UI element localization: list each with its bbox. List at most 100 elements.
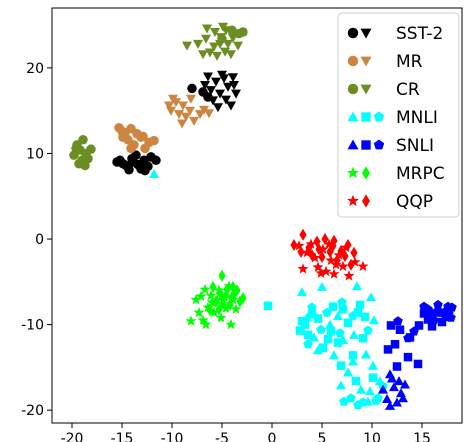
data-point — [414, 360, 423, 369]
data-point — [356, 385, 366, 394]
data-point — [187, 84, 197, 94]
data-point — [349, 351, 358, 360]
data-point — [384, 345, 393, 354]
data-point — [359, 334, 368, 343]
legend-marker — [348, 84, 358, 94]
legend-label: SST-2 — [396, 24, 443, 44]
y-tick-label: 0 — [35, 232, 44, 248]
data-point — [334, 338, 343, 347]
legend-label: MNLI — [396, 108, 438, 128]
data-point — [149, 136, 159, 146]
data-point — [316, 325, 326, 334]
y-tick-label: -10 — [21, 318, 44, 334]
legend-label: QQP — [396, 192, 433, 212]
data-point — [238, 27, 248, 37]
data-point — [217, 34, 227, 44]
y-tick-label: 20 — [26, 61, 44, 77]
legend-label: MR — [396, 52, 423, 72]
data-point — [118, 159, 128, 169]
data-point — [193, 40, 203, 49]
data-point — [298, 263, 309, 273]
data-point — [299, 229, 306, 241]
data-point — [140, 144, 150, 154]
data-point — [71, 144, 81, 154]
data-point — [352, 281, 362, 290]
y-tick-label: -20 — [21, 403, 44, 419]
data-point — [404, 353, 413, 362]
legend-label: SNLI — [396, 136, 434, 156]
data-point — [198, 50, 208, 59]
data-point — [186, 315, 197, 325]
data-point — [128, 157, 138, 167]
data-point — [146, 152, 156, 162]
data-point — [350, 247, 357, 259]
data-point — [369, 315, 379, 324]
data-point — [201, 35, 211, 44]
data-point — [327, 327, 336, 336]
data-point — [438, 318, 447, 327]
data-point — [264, 302, 273, 311]
data-point — [337, 361, 346, 370]
data-point — [218, 270, 225, 282]
legend-marker — [361, 140, 370, 149]
data-point — [233, 42, 243, 51]
data-point — [363, 326, 373, 335]
data-point — [387, 321, 396, 330]
x-tick-label: -10 — [161, 431, 184, 442]
data-point — [433, 300, 443, 309]
data-point — [301, 320, 310, 329]
data-point — [86, 144, 96, 154]
data-point — [149, 169, 159, 178]
data-point — [361, 350, 371, 359]
data-point — [209, 281, 216, 293]
x-tick-label: -5 — [215, 431, 229, 442]
data-point — [213, 103, 223, 112]
data-point — [336, 380, 346, 389]
data-point — [182, 42, 192, 51]
data-point — [344, 270, 355, 280]
data-point — [126, 144, 136, 154]
data-point — [136, 132, 146, 142]
data-point — [202, 25, 212, 34]
legend: SST-2 MR CR MNLI SNLI MRPC QQP — [338, 13, 459, 217]
x-tick-label: 5 — [318, 431, 327, 442]
data-point — [203, 92, 213, 102]
x-tick-label: -15 — [111, 431, 134, 442]
data-point — [368, 361, 378, 370]
data-point — [117, 126, 127, 136]
data-point — [212, 52, 222, 61]
legend-label: CR — [396, 80, 420, 100]
data-point — [203, 73, 213, 82]
data-point — [366, 292, 376, 301]
data-point — [189, 117, 199, 126]
data-point — [140, 166, 150, 176]
y-tick-label: 10 — [26, 146, 44, 162]
data-point — [227, 25, 237, 34]
x-tick-label: 0 — [268, 431, 277, 442]
data-point — [216, 312, 227, 322]
legend-marker — [348, 28, 358, 38]
data-point — [226, 50, 236, 59]
data-point — [393, 362, 402, 371]
data-point — [226, 102, 236, 111]
data-point — [356, 301, 365, 310]
data-point — [319, 343, 328, 352]
legend-label: MRPC — [396, 164, 445, 184]
data-point — [304, 331, 313, 340]
x-tick-label: 15 — [413, 431, 431, 442]
data-point — [317, 282, 327, 291]
data-point — [228, 73, 238, 82]
data-point — [329, 350, 339, 359]
data-point — [177, 120, 187, 129]
data-point — [396, 325, 405, 334]
data-point — [80, 161, 90, 171]
data-point — [204, 109, 214, 118]
data-point — [361, 313, 370, 322]
data-point — [358, 261, 369, 271]
data-point — [231, 90, 241, 99]
legend-marker — [361, 112, 370, 121]
data-point — [226, 319, 237, 329]
data-point — [329, 302, 338, 311]
data-point — [369, 373, 378, 382]
